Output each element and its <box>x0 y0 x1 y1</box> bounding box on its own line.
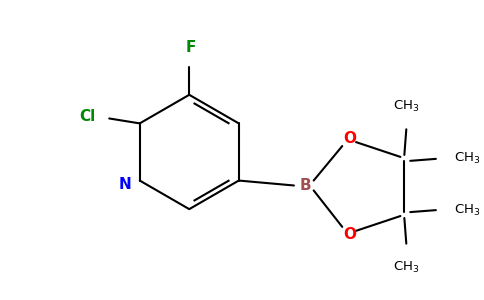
Text: O: O <box>344 131 357 146</box>
Text: O: O <box>344 227 357 242</box>
Text: Cl: Cl <box>79 109 95 124</box>
Text: B: B <box>300 178 312 193</box>
Text: F: F <box>186 40 197 56</box>
Text: CH$_3$: CH$_3$ <box>454 151 480 166</box>
Text: CH$_3$: CH$_3$ <box>393 260 420 274</box>
Text: N: N <box>119 177 132 192</box>
Text: CH$_3$: CH$_3$ <box>393 98 420 113</box>
Text: CH$_3$: CH$_3$ <box>454 202 480 218</box>
